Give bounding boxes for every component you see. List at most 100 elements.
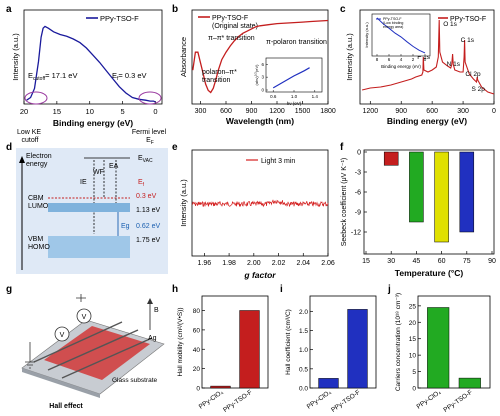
x-tick-label: 30 <box>387 258 395 265</box>
inset-x-tick-label: 1.4 <box>312 94 319 99</box>
peak-label: C 1s <box>461 37 475 44</box>
low-ke-marker <box>24 91 48 105</box>
j-tick-labels: 0 5 10 15 20 25 <box>409 303 417 392</box>
e-tick-labels: 1.96 1.98 2.00 2.02 2.04 2.06 <box>198 260 335 267</box>
y-tick-label: 2.0 <box>299 309 308 316</box>
y-axis-label: Carriers concentration (10¹⁸ cm⁻³) <box>395 293 402 391</box>
voltmeter-2 <box>54 326 70 342</box>
y-tick-label: 0.5 <box>299 366 308 373</box>
ppy-film <box>44 326 150 380</box>
magnetic-field-arrowhead <box>147 298 153 304</box>
data-bar <box>347 309 368 389</box>
value-0-3-ev: 0.3 eV <box>136 193 157 200</box>
f-ticks <box>364 151 493 254</box>
data-bar <box>427 307 450 389</box>
homo-band <box>48 236 130 258</box>
x-tick-label: 0 <box>492 108 496 115</box>
c-spectrum-line <box>361 19 495 95</box>
x-tick-label: 1800 <box>320 108 336 115</box>
x-tick-label: 15 <box>53 107 61 116</box>
electrode-1 <box>33 321 123 363</box>
h-tick-labels: 0 20 40 60 80 <box>193 308 201 392</box>
y-tick-label: 1.0 <box>299 347 308 354</box>
panel-d: Electron energy EVAC IE WF EA Ef CBM LUM… <box>16 148 168 274</box>
panel-letter-b: b <box>172 4 178 15</box>
i-bars <box>318 309 368 389</box>
value-1-75-ev: 1.75 eV <box>136 237 160 244</box>
x-tick-label: 1200 <box>269 108 285 115</box>
panel-letter-a: a <box>6 4 12 15</box>
y-tick-label: 10 <box>409 353 417 360</box>
fermi-level-label: Fermi level EF <box>132 129 168 146</box>
peak-label: N 1s <box>447 61 461 68</box>
y-tick-label: 5 <box>412 369 416 376</box>
plot-frame <box>309 295 377 389</box>
plot-frame <box>191 9 329 105</box>
legend-label: PPy-TSO-F (Original state) <box>212 15 258 30</box>
source-icon <box>76 294 86 302</box>
wf-label: WF <box>93 169 104 176</box>
x-axis-label: Temperature (°C) <box>395 268 464 278</box>
cbm-label: CBM LUMO <box>28 195 49 210</box>
data-bar <box>239 310 260 389</box>
x-tick-label: 90 <box>488 258 496 265</box>
inset-y-tick-label: 3 <box>261 75 264 80</box>
y-tick-label: -6 <box>355 190 361 197</box>
a-spectrum-line <box>26 25 156 103</box>
panel-letter-e: e <box>172 142 178 153</box>
b-ticks <box>200 101 329 104</box>
seebeck-bar <box>459 151 475 233</box>
x-axis-label: Binding energy (eV) <box>387 116 467 126</box>
seebeck-bar <box>409 151 424 223</box>
y-tick-label: 25 <box>409 303 417 310</box>
x-axis-label: Binding energy (eV) <box>53 118 133 128</box>
panel-a: 20 15 10 5 0 Binding energy (eV) Intensity (… <box>11 9 168 146</box>
ecutoff-label: Ecutoff= 17.1 eV <box>28 71 77 82</box>
inset-y-tick-label: 0 <box>261 88 264 93</box>
a-tick-labels: 20 15 10 5 0 <box>20 107 158 116</box>
i-tick-labels: 0.0 0.5 1.0 1.5 2.0 <box>299 309 308 393</box>
b-spectrum-line <box>192 19 329 94</box>
category-label: PPy-TSO-F <box>330 389 362 414</box>
inset-x-tick-label: 1.0 <box>291 94 298 99</box>
x-tick-label: 0 <box>153 107 157 116</box>
voltmeter-2-label: V <box>60 332 65 339</box>
x-tick-label: 2.02 <box>272 260 286 267</box>
x-tick-label: 1.98 <box>222 260 236 267</box>
c-inset-tick-labels: 8 6 4 2 0 <box>376 57 427 62</box>
y-tick-label: 0 <box>196 386 200 393</box>
category-label: PPy-ClO₄ <box>198 389 225 411</box>
voltmeter-1 <box>76 308 92 324</box>
x-tick-label: 75 <box>463 258 471 265</box>
inset-x-label: hν (eV) <box>287 101 302 106</box>
j-ticks <box>418 305 421 389</box>
ground-icon <box>25 361 35 369</box>
panel-letter-c: c <box>340 4 346 15</box>
x-tick-label: 5 <box>120 107 124 116</box>
y-tick-label: 60 <box>193 327 201 334</box>
x-tick-label: 600 <box>220 108 232 115</box>
category-label: PPy-ClO₄ <box>415 389 442 411</box>
x-tick-label: 300 <box>457 108 469 115</box>
ag-label: Ag <box>148 335 157 342</box>
inset-frame <box>371 13 431 57</box>
ea-label: EA <box>109 163 119 170</box>
y-tick-label: 0 <box>412 386 416 393</box>
j-bars <box>427 307 481 389</box>
c-inset-line <box>376 17 426 54</box>
panel-letter-d: d <box>6 142 12 153</box>
y-axis-label: Hall mobility (cm²/(V•S)) <box>177 307 184 376</box>
pi-polaron-transition-label: π-polaron transition <box>266 39 327 46</box>
x-tick-label: 60 <box>438 258 446 265</box>
inset-legend-label: PPy-TSO-F (Low binding energy area) <box>383 17 404 29</box>
legend-label: PPy-TSO-F <box>450 16 486 23</box>
x-tick-label: 45 <box>413 258 421 265</box>
peak-label: Cl 2p <box>465 71 481 78</box>
y-tick-label: -12 <box>351 230 361 237</box>
panel-g: V V B Ag Glass substrate Hall effect <box>16 290 168 410</box>
h-bars <box>210 310 260 389</box>
inset-y-tick-label: 6 <box>261 62 264 67</box>
panel-letter-i: i <box>280 284 283 295</box>
